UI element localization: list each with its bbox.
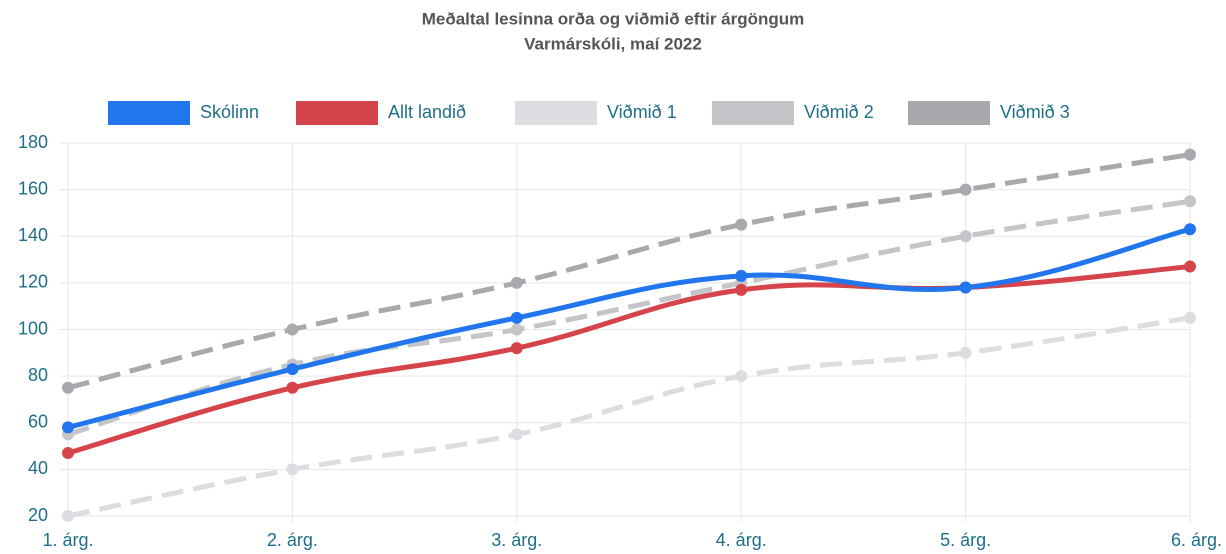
y-tick-label: 120: [18, 272, 48, 292]
legend-swatch: [515, 101, 597, 125]
point: [62, 447, 74, 460]
y-tick-label: 20: [28, 505, 48, 525]
point: [959, 281, 972, 294]
point: [286, 323, 299, 336]
x-tick-label: 4. árg.: [716, 530, 767, 550]
chart-title: Meðaltal lesinna orða og viðmið eftir ár…: [422, 9, 805, 28]
legend-swatch: [108, 101, 190, 125]
legend-label: Viðmið 2: [804, 102, 874, 122]
point: [286, 381, 299, 394]
legend-swatch: [908, 101, 990, 125]
y-tick-label: 160: [18, 178, 48, 198]
legend-label: Viðmið 1: [607, 102, 677, 122]
point: [959, 230, 972, 243]
y-tick-label: 80: [28, 365, 48, 385]
point: [510, 311, 523, 324]
y-tick-label: 180: [18, 132, 48, 152]
point: [959, 346, 972, 359]
point: [510, 342, 523, 355]
chart-subtitle: Varmárskóli, maí 2022: [524, 34, 702, 53]
legend-label: Viðmið 3: [1000, 102, 1070, 122]
point: [735, 283, 748, 296]
point: [62, 381, 74, 394]
point: [62, 510, 74, 522]
point: [1184, 223, 1196, 236]
y-tick-label: 60: [28, 412, 48, 432]
legend-swatch: [296, 101, 378, 125]
point: [1184, 148, 1196, 161]
point: [1184, 195, 1196, 208]
point: [286, 463, 299, 476]
line: [67, 198, 1191, 437]
legend-swatch: [712, 101, 794, 125]
point: [510, 276, 523, 289]
point: [1184, 311, 1196, 324]
point: [286, 363, 299, 376]
y-tick-label: 140: [18, 225, 48, 245]
point: [735, 370, 748, 383]
legend-label: Skólinn: [200, 102, 259, 122]
point: [510, 428, 523, 441]
point: [1184, 260, 1196, 273]
x-tick-label: 5. árg.: [940, 530, 991, 550]
point: [510, 323, 523, 336]
line: [67, 226, 1191, 430]
point: [62, 421, 74, 434]
legend-label: Allt landið: [388, 102, 466, 122]
line: [67, 315, 1191, 519]
x-tick-label: 6. árg.: [1171, 530, 1222, 550]
x-tick-label: 1. árg.: [42, 530, 93, 550]
y-tick-label: 40: [28, 458, 48, 478]
x-tick-label: 2. árg.: [267, 530, 318, 550]
point: [735, 218, 748, 231]
line: [67, 152, 1191, 391]
x-tick-label: 3. árg.: [491, 530, 542, 550]
line: [67, 264, 1191, 456]
point: [959, 183, 972, 196]
y-tick-label: 100: [18, 318, 48, 338]
point: [735, 269, 748, 282]
